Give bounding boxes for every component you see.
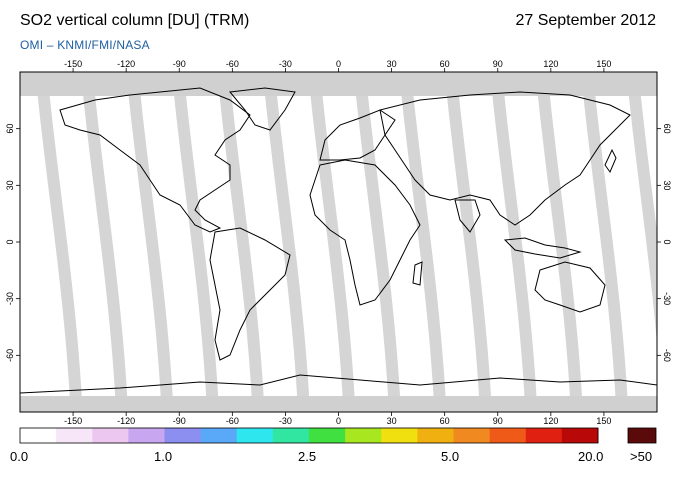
south-polar-no-data bbox=[20, 396, 657, 412]
orbit-gap-stripe bbox=[446, 96, 491, 396]
lon-label-top: -90 bbox=[173, 59, 186, 69]
orbit-gap-stripe bbox=[628, 96, 657, 344]
colorbar-label-3: 5.0 bbox=[441, 449, 460, 464]
north-polar-no-data bbox=[20, 72, 657, 96]
orbit-gap-stripe bbox=[356, 96, 401, 396]
lon-label-bottom: -30 bbox=[279, 416, 292, 426]
greenland-coast bbox=[229, 87, 296, 131]
lon-label-bottom: 0 bbox=[336, 416, 341, 426]
colorbar-segment bbox=[309, 428, 346, 443]
lon-label-bottom: -90 bbox=[173, 416, 186, 426]
orbit-gap-stripe bbox=[492, 96, 537, 396]
india-coast bbox=[454, 199, 481, 233]
lat-label-left: 30 bbox=[5, 180, 15, 190]
japan-coast bbox=[604, 148, 617, 174]
antarctica-coast bbox=[20, 374, 657, 394]
lon-label-top: -60 bbox=[226, 59, 239, 69]
orbit-gap-stripe bbox=[265, 96, 310, 396]
colorbar-segment bbox=[525, 428, 563, 443]
indonesia-coast bbox=[503, 237, 582, 259]
colorbar-segment bbox=[381, 428, 418, 443]
south-america-coast bbox=[209, 227, 291, 361]
colorbar-frame bbox=[19, 427, 599, 444]
colorbar-segment bbox=[56, 428, 93, 443]
africa-coast bbox=[309, 159, 421, 306]
colorbar-segment bbox=[128, 428, 165, 443]
colorbar-label-0: 0.0 bbox=[10, 449, 29, 464]
colorbar-overflow-swatch bbox=[627, 427, 657, 444]
lat-label-left: 0 bbox=[5, 239, 15, 244]
lat-label-right: 60 bbox=[662, 124, 672, 134]
lon-label-bottom: 30 bbox=[387, 416, 397, 426]
coastlines bbox=[20, 87, 657, 394]
colorbar-segment bbox=[92, 428, 129, 443]
lat-label-right: -30 bbox=[662, 292, 672, 305]
lon-label-bottom: -120 bbox=[117, 416, 135, 426]
orbit-gap-stripe bbox=[219, 96, 264, 396]
colorbar-segment bbox=[20, 428, 57, 443]
colorbar-segment bbox=[200, 428, 238, 443]
data-credit: OMI – KNMI/FMI/NASA bbox=[20, 38, 150, 52]
map-date: 27 September 2012 bbox=[515, 12, 656, 29]
map-axes: -150 -120 -90 -60 -30 0 30 60 90 120 150 -150 -120 -9… bbox=[5, 59, 672, 426]
orbit-gap-stripe bbox=[583, 96, 628, 396]
lon-label-top: -150 bbox=[64, 59, 82, 69]
lon-label-top: 120 bbox=[543, 59, 558, 69]
orbit-gap-stripe bbox=[37, 96, 82, 396]
colorbar-label-2: 2.5 bbox=[298, 449, 317, 464]
orbit-gap-stripe bbox=[174, 96, 219, 396]
madagascar-coast bbox=[412, 261, 423, 286]
lon-label-bottom: -150 bbox=[64, 416, 82, 426]
orbit-gap-stripes bbox=[37, 96, 657, 396]
orbit-gap-stripe bbox=[128, 96, 173, 396]
lon-label-top: 150 bbox=[596, 59, 611, 69]
colorbar-label-4: 20.0 bbox=[578, 449, 604, 464]
lon-label-bottom: 60 bbox=[440, 416, 450, 426]
lon-label-bottom: 120 bbox=[543, 416, 558, 426]
map-title: SO2 vertical column [DU] (TRM) bbox=[20, 12, 250, 29]
europe-coast bbox=[319, 109, 396, 161]
lon-label-top: -30 bbox=[279, 59, 292, 69]
north-america-coast bbox=[59, 87, 251, 233]
colorbar-segment bbox=[561, 428, 599, 443]
australia-coast bbox=[534, 261, 606, 313]
colorbar-segment bbox=[236, 428, 274, 443]
lat-label-left: -60 bbox=[5, 349, 15, 362]
orbit-gap-stripe bbox=[537, 96, 582, 396]
lon-label-top: 60 bbox=[440, 59, 450, 69]
lon-label-bottom: 90 bbox=[493, 416, 503, 426]
lon-label-top: -120 bbox=[117, 59, 135, 69]
colorbar-segment bbox=[489, 428, 527, 443]
lat-label-left: -30 bbox=[5, 292, 15, 305]
colorbar bbox=[19, 427, 599, 444]
lon-label-top: 0 bbox=[336, 59, 341, 69]
colorbar-segment bbox=[453, 428, 491, 443]
orbit-gap-stripe bbox=[401, 96, 446, 396]
orbit-gap-stripe bbox=[83, 96, 128, 396]
lat-label-right: 0 bbox=[662, 239, 672, 244]
colorbar-label-1: 1.0 bbox=[154, 449, 173, 464]
lat-label-left: 60 bbox=[5, 124, 15, 134]
colorbar-overflow-label: >50 bbox=[630, 449, 653, 464]
lat-label-right: 30 bbox=[662, 180, 672, 190]
colorbar-segment bbox=[164, 428, 202, 443]
colorbar-segment bbox=[345, 428, 382, 443]
colorbar-segment bbox=[272, 428, 310, 443]
lat-label-right: -60 bbox=[662, 349, 672, 362]
asia-coast bbox=[379, 91, 631, 226]
lon-label-top: 30 bbox=[387, 59, 397, 69]
lon-label-top: 90 bbox=[493, 59, 503, 69]
orbit-gap-stripe bbox=[310, 96, 355, 396]
lon-label-bottom: 150 bbox=[596, 416, 611, 426]
colorbar-segment bbox=[417, 428, 454, 443]
lon-label-bottom: -60 bbox=[226, 416, 239, 426]
